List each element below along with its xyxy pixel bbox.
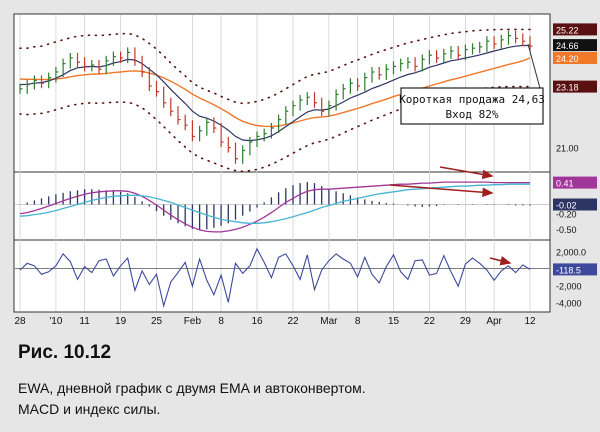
macd-axis-label: -0.50 [556, 225, 577, 235]
force-axis-label: -4,000 [556, 298, 582, 308]
x-axis-tick-label: 25 [151, 316, 163, 327]
x-axis-tick-label: 8 [218, 316, 224, 327]
macd-panel-frame [13, 171, 551, 241]
x-axis-tick-label: Feb [184, 316, 202, 327]
x-axis-tick-label: 11 [79, 316, 90, 327]
macd-line [19, 181, 530, 233]
y-axis-labels: 25.22 24.66 24.20 23.18 21.00 0.41 -0.02-0.20 -… [553, 23, 597, 308]
x-axis-tick-label: Apr [486, 316, 502, 327]
annotation-box [400, 87, 544, 125]
macd-signal-line [19, 183, 530, 224]
macd-panel [15, 181, 549, 233]
macd-axis-label-tag [553, 198, 597, 211]
annotation-line-2: Вход 82% [446, 108, 499, 121]
macd-axis-label-tag [553, 176, 597, 189]
price-axis-label: 21.00 [556, 144, 579, 154]
x-axis: 28 '10 11 19 25 Feb 8 16 22 Mar 8 15 22 29 Apr 12 [14, 316, 536, 327]
grid-lines [19, 15, 531, 311]
annotation-leader-line [527, 43, 542, 93]
x-axis-tick-label: 19 [115, 316, 127, 327]
figure-label: Рис. 10.12 [18, 342, 112, 363]
x-axis-tick-label: 8 [355, 316, 361, 327]
x-axis-tick-label: 29 [460, 316, 472, 327]
upper-channel-line [19, 28, 531, 105]
stock-chart: 25.22 24.66 24.20 23.18 21.00 0.41 -0.02-0.20 -… [13, 13, 597, 327]
force-axis-label: -2,000 [556, 281, 582, 291]
x-axis-tick-label: 12 [524, 316, 536, 327]
force-axis-label: -118.5 [556, 265, 581, 275]
price-axis-label-tag [553, 80, 597, 93]
divergence-arrow [439, 166, 494, 180]
price-axis-label: 25.22 [556, 25, 579, 35]
force-index-line [19, 247, 531, 308]
price-axis-label: 24.66 [556, 41, 579, 51]
x-axis-tick-label: 22 [287, 316, 299, 327]
macd-axis-label: -0.20 [556, 210, 577, 220]
x-axis-tick-label: 16 [251, 316, 263, 327]
annotation-line-1: Короткая продажа 24,63 [399, 93, 545, 106]
price-axis-label: 24.20 [556, 54, 579, 64]
x-axis-tick-label: Mar [320, 316, 338, 327]
macd-axis-label: 0.41 [556, 179, 574, 189]
price-axis-label-tag [553, 23, 597, 36]
caption-line: MACD и индекс силы. [18, 401, 161, 417]
force-index-panel [15, 247, 549, 308]
caption-line: EWA, дневной график с двумя EMA и автоко… [18, 380, 366, 396]
price-axis-label-tag [553, 39, 597, 52]
slow-ema-line [19, 57, 531, 128]
force-axis-label-tag [553, 263, 597, 276]
price-axis-label: 23.18 [556, 83, 579, 93]
force-axis-label: 2,000.0 [556, 247, 586, 257]
x-axis-tick-label: 15 [388, 316, 400, 327]
x-axis-tick-label: '10 [49, 316, 62, 327]
divergence-arrow [389, 184, 494, 198]
fast-ema-line [19, 44, 531, 142]
x-axis-tick-label: 28 [14, 316, 26, 327]
price-axis-label-tag [553, 52, 597, 64]
annotations: Короткая продажа 24,63 Вход 82% [389, 43, 545, 266]
force-panel-frame [13, 239, 551, 313]
figure-caption: EWA, дневной график с двумя EMA и автоко… [18, 378, 578, 420]
x-axis-tick-label: 22 [424, 316, 436, 327]
divergence-arrow [489, 256, 512, 266]
macd-axis-label: -0.02 [556, 201, 577, 211]
